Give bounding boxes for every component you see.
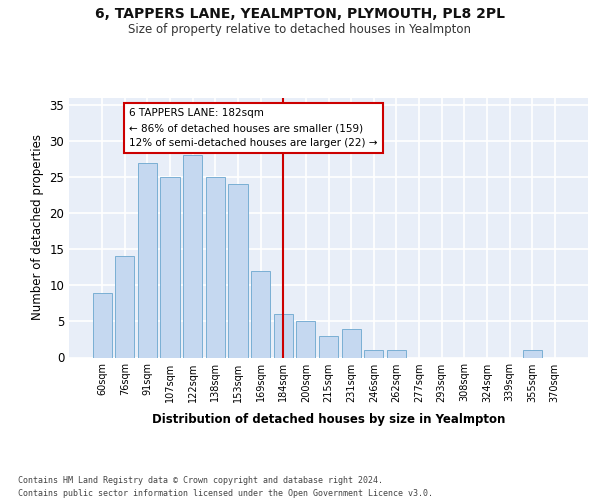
Bar: [274, 314, 293, 358]
Text: Distribution of detached houses by size in Yealmpton: Distribution of detached houses by size …: [152, 412, 505, 426]
Bar: [296, 322, 316, 358]
Bar: [364, 350, 383, 358]
Bar: [183, 156, 202, 358]
Bar: [319, 336, 338, 357]
Bar: [138, 162, 157, 358]
Bar: [92, 292, 112, 358]
Bar: [251, 271, 270, 358]
Text: 6 TAPPERS LANE: 182sqm
← 86% of detached houses are smaller (159)
12% of semi-de: 6 TAPPERS LANE: 182sqm ← 86% of detached…: [130, 108, 378, 148]
Text: Size of property relative to detached houses in Yealmpton: Size of property relative to detached ho…: [128, 22, 472, 36]
Bar: [115, 256, 134, 358]
Text: Contains HM Land Registry data © Crown copyright and database right 2024.
Contai: Contains HM Land Registry data © Crown c…: [18, 476, 433, 498]
Text: 6, TAPPERS LANE, YEALMPTON, PLYMOUTH, PL8 2PL: 6, TAPPERS LANE, YEALMPTON, PLYMOUTH, PL…: [95, 8, 505, 22]
Bar: [206, 177, 225, 358]
Bar: [229, 184, 248, 358]
Bar: [160, 177, 180, 358]
Bar: [387, 350, 406, 358]
Bar: [341, 328, 361, 358]
Y-axis label: Number of detached properties: Number of detached properties: [31, 134, 44, 320]
Bar: [523, 350, 542, 358]
